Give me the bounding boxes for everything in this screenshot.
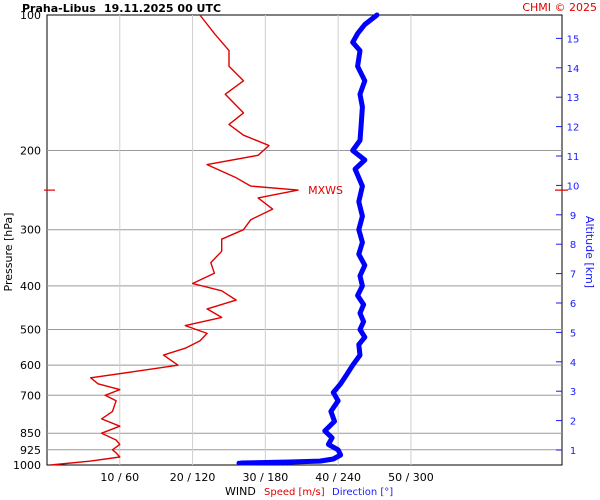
altitude-tick-label: 13 bbox=[567, 93, 580, 104]
pressure-tick-label: 600 bbox=[20, 359, 41, 372]
y-axis-label: Pressure [hPa] bbox=[2, 213, 15, 292]
altitude-tick-label: 7 bbox=[570, 270, 576, 281]
plot-area bbox=[46, 14, 563, 466]
altitude-tick-label: 2 bbox=[570, 417, 576, 428]
direction-series-line bbox=[238, 12, 380, 466]
direction-dot bbox=[275, 460, 280, 466]
direction-dot bbox=[255, 460, 261, 466]
x-tick-label: 30 / 180 bbox=[243, 471, 289, 484]
direction-dot bbox=[236, 460, 241, 466]
direction-dot bbox=[259, 460, 265, 466]
pressure-tick-label: 925 bbox=[20, 444, 41, 457]
direction-dot bbox=[267, 460, 272, 466]
pressure-tick-label: 400 bbox=[20, 280, 41, 293]
altitude-tick-label: 15 bbox=[567, 34, 580, 45]
pressure-tick-label: 300 bbox=[20, 224, 41, 237]
x-tick-label: 20 / 120 bbox=[170, 471, 216, 484]
direction-dot bbox=[248, 460, 253, 466]
x-axis-label-speed: Speed [m/s] bbox=[264, 487, 325, 498]
altitude-tick-label: 1 bbox=[570, 446, 576, 457]
x-axis: 10 / 60 20 / 120 30 / 180 40 / 240 50 / 300 bbox=[100, 471, 433, 484]
direction-dot bbox=[240, 460, 245, 466]
pressure-tick-label: 100 bbox=[20, 9, 41, 22]
datetime-title: 19.11.2025 00 UTC bbox=[104, 2, 221, 15]
speed-series-line bbox=[50, 14, 299, 466]
station-title: Praha-Libus bbox=[22, 2, 96, 15]
x-tick-label: 10 / 60 bbox=[100, 471, 139, 484]
max-wind-marker: MXWS bbox=[44, 184, 568, 197]
x-tick-label: 50 / 300 bbox=[388, 471, 434, 484]
altitude-tick-label: 9 bbox=[570, 211, 576, 222]
y-axis-right-label: Altitude [km] bbox=[583, 216, 596, 288]
pressure-axis: 100 200 300 400 500 600 700 850 925 1000 bbox=[13, 9, 41, 472]
direction-dot bbox=[252, 460, 257, 466]
x-axis-label-wind: WIND bbox=[225, 485, 256, 498]
pressure-tick-label: 850 bbox=[20, 427, 41, 440]
direction-surface-dots bbox=[236, 460, 292, 466]
direction-dot bbox=[263, 460, 268, 466]
altitude-tick-label: 14 bbox=[567, 64, 580, 75]
copyright-text: CHMI © 2025 bbox=[522, 1, 597, 14]
altitude-tick-label: 6 bbox=[570, 299, 576, 310]
altitude-tick-label: 11 bbox=[567, 152, 580, 163]
pressure-tick-label: 700 bbox=[20, 389, 41, 402]
altitude-tick-label: 5 bbox=[570, 328, 576, 339]
direction-dot bbox=[286, 460, 292, 466]
pressure-tick-label: 200 bbox=[20, 144, 41, 157]
pressure-tick-label: 1000 bbox=[13, 459, 41, 472]
altitude-tick-label: 4 bbox=[570, 358, 576, 369]
altitude-tick-label: 10 bbox=[567, 181, 580, 192]
grid bbox=[47, 15, 562, 465]
altitude-tick-label: 8 bbox=[570, 240, 576, 251]
max-wind-label: MXWS bbox=[308, 184, 343, 197]
x-axis-label-direction: Direction [°] bbox=[332, 487, 393, 498]
altitude-tick-label: 3 bbox=[570, 387, 576, 398]
x-tick-label: 40 / 240 bbox=[315, 471, 361, 484]
direction-dot bbox=[244, 460, 249, 466]
direction-dot bbox=[271, 460, 276, 466]
pressure-tick-label: 500 bbox=[20, 324, 41, 337]
direction-dot bbox=[283, 460, 288, 466]
direction-dot bbox=[279, 460, 284, 466]
altitude-tick-label: 12 bbox=[567, 123, 580, 134]
